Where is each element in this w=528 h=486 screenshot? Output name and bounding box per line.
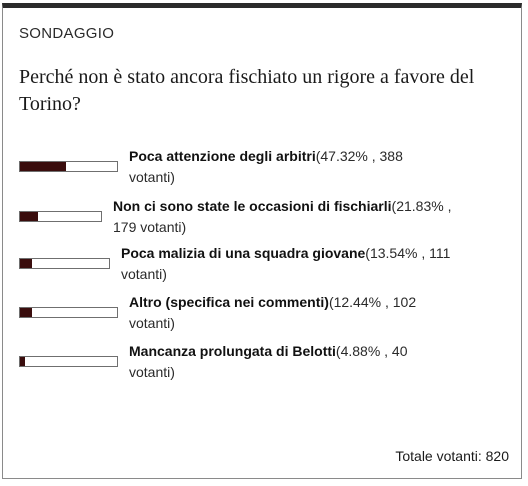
option-stats: (13.54% , 111 — [365, 245, 451, 261]
result-bar — [19, 307, 118, 318]
result-bar — [19, 161, 118, 172]
total-votes: Totale votanti: 820 — [395, 448, 509, 464]
option-label: Non ci sono state le occasioni di fischi… — [113, 198, 392, 214]
result-bar — [19, 356, 118, 367]
result-bar-fill — [20, 259, 33, 268]
result-bar — [19, 211, 102, 222]
result-bar — [19, 258, 110, 269]
result-bar-fill — [20, 308, 33, 317]
option-stats: (47.32% , 388 — [315, 148, 403, 164]
option-stats-votes: votanti) — [129, 315, 175, 331]
poll-option[interactable]: Poca malizia di una squadra giovane(13.5… — [19, 243, 519, 287]
option-stats: (4.88% , 40 — [335, 343, 408, 359]
option-stats-votes: votanti) — [129, 364, 175, 380]
poll-option[interactable]: Poca attenzione degli arbitri(47.32% , 3… — [19, 146, 509, 190]
result-bar-fill — [20, 162, 66, 171]
result-bar-fill — [20, 357, 25, 366]
poll-option[interactable]: Altro (specifica nei commenti)(12.44% , … — [19, 292, 519, 336]
section-label: SONDAGGIO — [19, 25, 115, 42]
option-label: Altro (specifica nei commenti) — [129, 294, 329, 310]
option-stats-votes: votanti) — [121, 266, 167, 282]
option-label: Poca malizia di una squadra giovane — [121, 245, 366, 261]
result-bar-fill — [20, 212, 38, 221]
option-stats: (21.83% , — [391, 198, 452, 214]
option-stats-votes: votanti) — [129, 169, 175, 185]
poll-option[interactable]: Non ci sono state le occasioni di fischi… — [19, 196, 519, 240]
poll-option[interactable]: Mancanza prolungata di Belotti(4.88% , 4… — [19, 341, 519, 385]
poll-widget: SONDAGGIO Perché non è stato ancora fisc… — [2, 3, 522, 479]
option-label: Mancanza prolungata di Belotti — [129, 343, 336, 359]
option-stats: (12.44% , 102 — [328, 294, 417, 310]
option-label: Poca attenzione degli arbitri — [129, 148, 316, 164]
option-stats-votes: 179 votanti) — [113, 219, 187, 235]
poll-question: Perché non è stato ancora fischiato un r… — [19, 66, 475, 115]
